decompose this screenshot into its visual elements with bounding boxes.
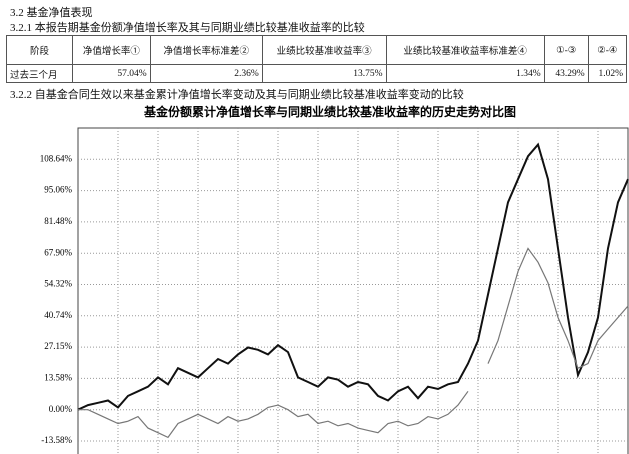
series-line bbox=[77, 142, 629, 411]
y-tick-label: 13.58% bbox=[44, 372, 72, 382]
table-cell: 2.36% bbox=[149, 64, 263, 83]
y-tick-label: 67.90% bbox=[44, 247, 72, 257]
series-line bbox=[78, 247, 629, 439]
table-cell: 43.29% bbox=[543, 64, 589, 83]
chart-title: 基金份额累计净值增长率与同期业绩比较基准收益率的历史走势对比图 bbox=[143, 104, 516, 119]
table-cell: 57.04% bbox=[72, 64, 151, 83]
y-tick-label: 81.48% bbox=[44, 216, 72, 226]
column-header: 净值增长率① bbox=[72, 35, 151, 65]
column-header: 净值增长率标准差② bbox=[149, 35, 263, 65]
column-header: 业绩比较基准收益率标准差④ bbox=[385, 35, 545, 65]
y-tick-label: 108.64% bbox=[40, 153, 73, 163]
table-cell: 13.75% bbox=[261, 64, 387, 83]
column-header: 阶段 bbox=[5, 35, 74, 65]
table-cell: 1.02% bbox=[587, 64, 628, 83]
plot-frame bbox=[77, 127, 629, 454]
section-heading: 3.2 基金净值表现 bbox=[10, 7, 93, 19]
y-tick-label: 0.00% bbox=[49, 404, 73, 414]
performance-table: 阶段 净值增长率① 净值增长率标准差② 业绩比较基准收益率③ 业绩比较基准收益率标准差④… bbox=[5, 35, 628, 83]
y-tick-label: 27.15% bbox=[44, 341, 72, 351]
subsection-heading: 3.2.1 本报告期基金份额净值增长率及其与同期业绩比较基准收益率的比较 bbox=[10, 22, 365, 34]
y-tick-label: 54.32% bbox=[44, 279, 72, 289]
table-cell: 1.34% bbox=[385, 64, 545, 83]
column-header: ①-③ bbox=[543, 35, 589, 65]
chart-heading: 3.2.2 自基金合同生效以来基金累计净值增长率变动及其与同期业绩比较基准收益率… bbox=[10, 89, 464, 101]
column-header: 业绩比较基准收益率③ bbox=[261, 35, 387, 65]
column-header: ②-④ bbox=[587, 35, 628, 65]
y-tick-label: 40.74% bbox=[44, 310, 72, 320]
table-cell: 过去三个月 bbox=[5, 64, 74, 83]
chart: 基金份额累计净值增长率与同期业绩比较基准收益率的历史走势对比图 -13.58% 0… bbox=[40, 104, 629, 454]
y-tick-label: 95.06% bbox=[44, 185, 72, 195]
y-tick-label: -13.58% bbox=[41, 435, 72, 445]
